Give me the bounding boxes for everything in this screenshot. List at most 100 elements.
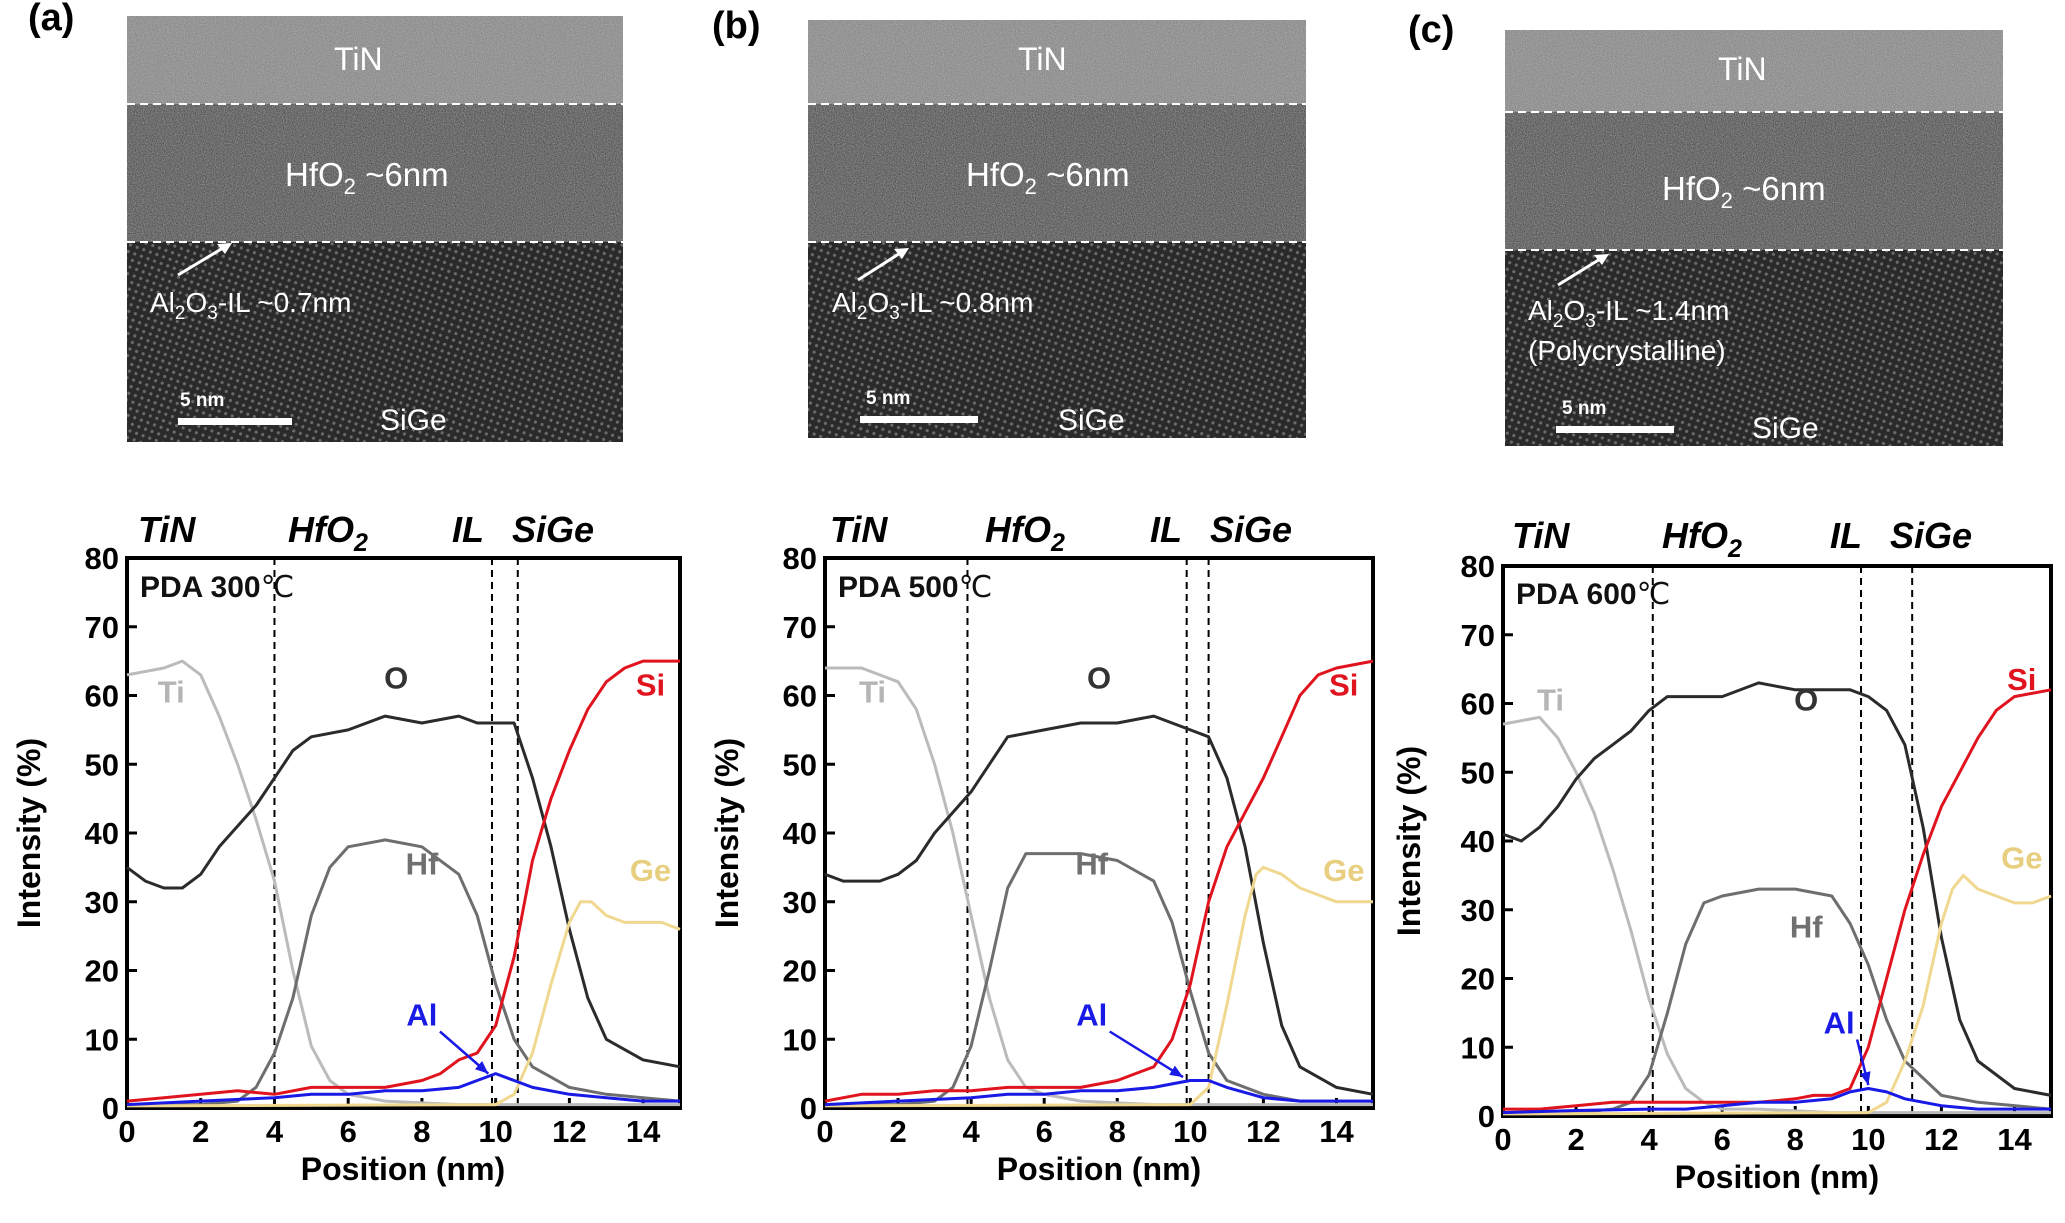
region-label-il: IL (1830, 515, 1862, 556)
series-line-o (1502, 681, 2052, 1097)
plot-frame (1501, 564, 2053, 1118)
y-tick-label: 40 (85, 816, 119, 851)
y-tick-label: 20 (1461, 962, 1495, 997)
y-tick-label: 80 (85, 541, 119, 576)
series-label-hf: Hf (1075, 846, 1108, 881)
al-arrow-head (474, 1061, 489, 1074)
y-tick-label: 70 (783, 610, 817, 645)
tem-label-sige: SiGe (1752, 412, 1819, 445)
y-tick-label: 30 (85, 885, 119, 920)
region-label-tin: TiN (1512, 515, 1570, 556)
y-tick-label: 50 (1461, 755, 1495, 790)
series-label-ti: Ti (158, 674, 185, 709)
y-tick-label: 70 (1461, 618, 1495, 653)
x-tick-label: 12 (1924, 1122, 1958, 1157)
series-line-hf (127, 838, 681, 1107)
y-tick-label: 0 (800, 1091, 817, 1126)
region-label-tin: TiN (138, 509, 196, 550)
x-tick-label: 0 (816, 1114, 833, 1149)
series-line-al (126, 1072, 680, 1107)
series-line-ge (1502, 873, 2052, 1116)
tem-image: TiN HfO2 ~6nm Al2O3-IL ~0.8nm 5 nm SiGe (808, 20, 1306, 438)
series-line-ti (126, 659, 680, 1107)
il-arrow (1557, 254, 1606, 287)
tem-layer-sige (808, 242, 1306, 438)
panel-label: (a) (28, 0, 74, 39)
region-label-sige: SiGe (512, 509, 594, 550)
tem-layer-sige (127, 242, 623, 442)
panel-label: (c) (1408, 9, 1454, 51)
y-tick-label: 40 (783, 816, 817, 851)
y-tick-label: 10 (85, 1022, 119, 1057)
x-tick-label: 4 (1641, 1122, 1659, 1157)
y-axis-label: Intensity (%) (709, 738, 745, 928)
il-arrow-head (1594, 254, 1609, 265)
series-label-o: O (1087, 661, 1111, 696)
y-tick-label: 60 (1461, 687, 1495, 722)
region-label-hfo2: HfO2 (985, 509, 1065, 557)
series-line-ti (1502, 715, 2051, 1115)
tem-label-hfo2: HfO2 ~6nm (285, 156, 449, 199)
x-tick-label: 10 (1173, 1114, 1207, 1149)
x-tick-label: 4 (266, 1114, 284, 1149)
tem-layer-hfo2 (1505, 112, 2003, 250)
series-label-al: Al (1824, 1006, 1855, 1041)
region-label-hfo2: HfO2 (1662, 515, 1742, 563)
y-tick-label: 0 (102, 1091, 119, 1126)
tem-label-tin: TiN (334, 41, 383, 77)
series-line-al (824, 1079, 1373, 1107)
series-label-si: Si (636, 668, 665, 703)
tem-layer-sige (1505, 250, 2003, 446)
series-label-ge: Ge (1323, 853, 1364, 888)
series-label-si: Si (2007, 662, 2036, 697)
y-tick-label: 70 (85, 610, 119, 645)
x-tick-label: 8 (1787, 1122, 1804, 1157)
y-tick-label: 10 (783, 1022, 817, 1057)
series-line-hf (825, 852, 1373, 1107)
y-axis-label: Intensity (%) (1391, 746, 1427, 936)
series-label-al: Al (1076, 998, 1107, 1033)
x-tick-label: 10 (1851, 1122, 1885, 1157)
al-arrow (1109, 1030, 1184, 1079)
tem-layer-hfo2 (808, 104, 1306, 242)
tem-label-tin: TiN (1018, 41, 1067, 77)
panel-label: (b) (712, 5, 761, 47)
scale-bar-label: 5 nm (1562, 398, 1606, 419)
x-tick-label: 0 (118, 1114, 135, 1149)
tem-image: TiN HfO2 ~6nm Al2O3-IL ~0.7nm 5 nm SiGe (127, 16, 623, 442)
panel-c: (c) TiN HfO2 ~6nm Al2O3-IL ~1.4nm (Polyc… (1391, 9, 2053, 1195)
x-tick-label: 14 (1319, 1114, 1354, 1149)
al-arrow-head (1169, 1065, 1184, 1078)
series-label-o: O (384, 661, 408, 696)
x-axis-label: Position (nm) (301, 1151, 505, 1187)
region-labels: TiN HfO2 IL SiGe (830, 509, 1292, 557)
series-line-si (824, 659, 1374, 1103)
x-axis-label: Position (nm) (997, 1151, 1201, 1187)
x-tick-label: 2 (1567, 1122, 1584, 1157)
tem-layer-tin (1505, 30, 2003, 112)
region-labels: TiN HfO2 IL SiGe (138, 509, 594, 557)
y-tick-label: 60 (783, 679, 817, 714)
y-tick-label: 80 (1461, 549, 1495, 584)
series-label-si: Si (1329, 668, 1358, 703)
panel-a: (a) TiN HfO2 ~6nm Al2O3-IL ~0.7nm 5 nm S… (11, 0, 682, 1187)
scale-bar (178, 418, 292, 425)
tem-label-sige: SiGe (1058, 404, 1125, 437)
x-tick-label: 8 (413, 1114, 430, 1149)
series-label-ti: Ti (859, 674, 886, 709)
il-arrow-head (217, 243, 232, 254)
y-tick-label: 20 (85, 954, 119, 989)
y-tick-label: 80 (783, 541, 817, 576)
y-axis-label: Intensity (%) (11, 738, 47, 928)
series-label-o: O (1794, 682, 1818, 717)
tem-label-hfo2: HfO2 ~6nm (966, 156, 1130, 199)
tem-label-sige: SiGe (380, 404, 447, 437)
profile-plot: PDA 500℃ Position (nm) Intensity (%) 0 2 4… (709, 541, 1375, 1187)
region-label-sige: SiGe (1210, 509, 1292, 550)
region-label-tin: TiN (830, 509, 888, 550)
y-tick-label: 10 (1461, 1030, 1495, 1065)
x-tick-label: 12 (552, 1114, 586, 1149)
series-label-ge: Ge (2001, 841, 2042, 876)
y-tick-label: 30 (1461, 893, 1495, 928)
